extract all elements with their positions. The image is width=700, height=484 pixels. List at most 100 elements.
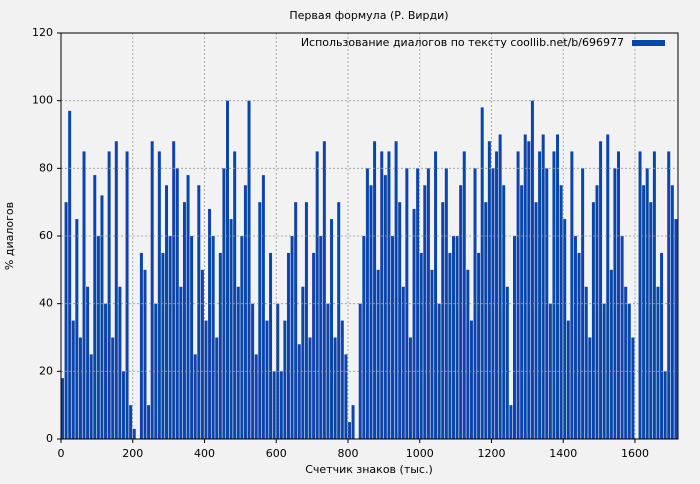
bar [71,320,75,439]
bar [484,202,488,439]
bar [512,236,516,439]
bar [121,371,125,439]
bar [279,371,283,439]
bar [93,175,97,439]
bar [294,202,298,439]
bar [64,202,68,439]
bar [340,320,344,439]
bar [491,168,495,440]
bar [642,185,646,439]
y-tick-label: 20 [39,364,53,377]
bar [82,151,86,439]
bar [376,269,380,439]
bar [179,286,183,439]
bar [111,337,115,439]
plot-frame [60,32,679,440]
bar [530,100,534,440]
bar [186,175,190,439]
bar [150,141,154,439]
bar [556,134,560,439]
bar [344,354,348,439]
bar [570,151,574,439]
bar [387,151,391,439]
bar [330,219,334,439]
bar [365,168,369,440]
bar [663,371,667,439]
bar [391,236,395,439]
bar [541,134,545,439]
bar [656,286,660,439]
bar [466,269,470,439]
bar [573,236,577,439]
bar [200,269,204,439]
bar [383,175,387,439]
bar [426,168,430,440]
y-tick-label: 100 [32,94,53,107]
bar [218,252,222,439]
bar [269,252,273,439]
bar [502,185,506,439]
bar [172,141,176,439]
bar [265,320,269,439]
bar [380,151,384,439]
bar [240,236,244,439]
bar [337,202,341,439]
bar [408,337,412,439]
y-axis-label: % диалогов [3,202,16,270]
bar [563,219,567,439]
bar [243,185,247,439]
bar [509,405,513,439]
x-tick-label: 1400 [549,447,577,460]
bar [649,202,653,439]
x-tick-label: 200 [122,447,143,460]
bar [434,151,438,439]
bar [609,269,613,439]
bar [606,134,610,439]
bar [247,100,251,440]
bar [617,151,621,439]
bar [498,134,502,439]
bar [204,320,208,439]
bar [165,185,169,439]
bar [455,236,459,439]
bar [652,151,656,439]
bar [107,151,111,439]
bar [591,202,595,439]
bar [229,219,233,439]
bar [645,168,649,440]
bar [631,337,635,439]
bar [193,354,197,439]
bar [441,202,445,439]
bar [301,286,305,439]
bar [538,151,542,439]
bar [312,252,316,439]
bar [197,185,201,439]
bar [96,236,100,439]
bar [602,303,606,439]
bar [304,202,308,439]
chart-title: Первая формула (Р. Вирди) [289,9,448,22]
bar [347,422,351,439]
bar [430,269,434,439]
bar [251,303,255,439]
bar [552,151,556,439]
bar [125,151,129,439]
bar [258,202,262,439]
y-tick-label: 120 [32,26,53,39]
bar [523,134,527,439]
bar [437,303,441,439]
bar [326,303,330,439]
bar [674,219,678,439]
bar [534,202,538,439]
bar [118,286,122,439]
bar [469,320,473,439]
bar [297,344,301,439]
y-tick-label: 80 [39,161,53,174]
bar [398,202,402,439]
bar [89,354,93,439]
bar [412,208,416,439]
bar [283,320,287,439]
bar [315,151,319,439]
bar [157,151,161,439]
